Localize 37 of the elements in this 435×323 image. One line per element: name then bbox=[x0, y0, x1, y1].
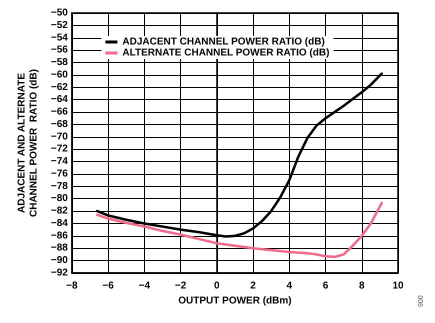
x-tick-label: 4 bbox=[286, 280, 293, 292]
x-tick-label: 0 bbox=[214, 280, 220, 292]
y-tick-label: −80 bbox=[50, 193, 68, 204]
y-tick-label: −52 bbox=[50, 20, 68, 31]
legend-label: ADJACENT CHANNEL POWER RATIO (dB) bbox=[122, 36, 325, 48]
line-series bbox=[96, 202, 383, 258]
y-tick-label: −78 bbox=[50, 180, 68, 192]
x-tick-label: −2 bbox=[174, 280, 187, 292]
x-tick-label: 8 bbox=[358, 280, 365, 292]
y-tick-label: −60 bbox=[50, 69, 68, 80]
y-tick-label: −54 bbox=[50, 32, 68, 44]
y-tick-label: −76 bbox=[50, 168, 68, 180]
x-axis-title: OUTPUT POWER (dBm) bbox=[178, 295, 292, 306]
y-tick-label: −68 bbox=[50, 118, 68, 130]
y-tick-label: −50 bbox=[50, 8, 68, 18]
legend-label: ALTERNATE CHANNEL POWER RATIO (dB) bbox=[122, 48, 330, 58]
y-tick-label: −66 bbox=[50, 106, 68, 118]
y-tick-label: −70 bbox=[50, 131, 68, 142]
y-tick-label: −56 bbox=[50, 44, 68, 56]
y-tick-label: −92 bbox=[50, 268, 68, 278]
y-tick-label: −90 bbox=[50, 255, 68, 266]
y-tick-label: −82 bbox=[50, 206, 68, 217]
x-tick-label: 2 bbox=[250, 280, 256, 292]
y-tick-label: −74 bbox=[50, 156, 68, 168]
y-tick-label: −64 bbox=[50, 94, 68, 106]
y-axis-title: ADJACENT AND ALTERNATE CHANNEL POWER RATIO (dB) bbox=[16, 69, 40, 217]
y-tick-label: −88 bbox=[50, 242, 68, 254]
x-tick-label: 10 bbox=[392, 280, 404, 292]
y-tick-label: −84 bbox=[50, 218, 68, 229]
y-tick-label: −72 bbox=[50, 144, 68, 155]
x-tick-label: −4 bbox=[138, 280, 150, 292]
x-tick-label: −6 bbox=[102, 280, 114, 292]
y-tick-label: −62 bbox=[50, 82, 68, 93]
y-tick-label: −58 bbox=[50, 57, 68, 68]
y-tick-label: −86 bbox=[50, 230, 68, 242]
x-tick-label: 6 bbox=[322, 280, 329, 292]
x-tick-label: −8 bbox=[66, 280, 78, 292]
